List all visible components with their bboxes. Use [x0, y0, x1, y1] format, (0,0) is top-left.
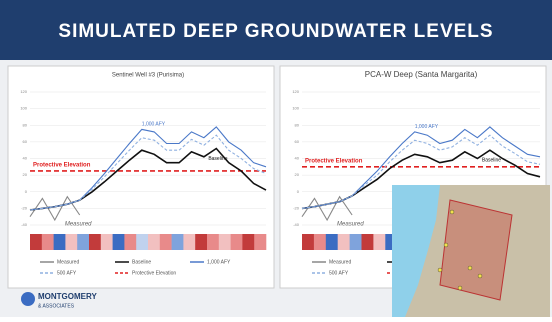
logo-mark [21, 292, 35, 306]
strip-cell [242, 234, 254, 250]
logo-sub: & ASSOCIATES [38, 303, 75, 309]
strip-cell [148, 234, 160, 250]
strip-cell [54, 234, 66, 250]
y-tick-label: 100 [20, 106, 27, 111]
strip-cell [113, 234, 125, 250]
well [478, 274, 482, 278]
well [468, 266, 472, 270]
strip-cell [172, 234, 184, 250]
protective-label: Protective Elevation [305, 158, 363, 164]
basin [440, 200, 512, 300]
y-tick-label: 80 [23, 122, 28, 127]
strip-cell [136, 234, 148, 250]
strip-cell [338, 234, 350, 250]
strip-cell [219, 234, 231, 250]
legend-label: Protective Elevation [132, 270, 176, 276]
y-tick-label: 60 [295, 139, 300, 144]
annotation: Measured [65, 222, 92, 228]
strip-cell [183, 234, 195, 250]
strip-cell [314, 234, 326, 250]
map [392, 185, 550, 317]
strip-cell [30, 234, 42, 250]
slide-title: SIMULATED DEEP GROUNDWATER LEVELS [58, 21, 493, 42]
legend-label: 500 AFY [57, 270, 77, 276]
well [438, 268, 442, 272]
y-tick-label: -20 [293, 205, 300, 210]
strip-cell [207, 234, 219, 250]
legend-label: Measured [329, 259, 351, 265]
y-tick-label: 40 [295, 156, 300, 161]
annotation: 1,000 AFY [142, 122, 166, 128]
well [450, 210, 454, 214]
strip-cell [254, 234, 266, 250]
legend-label: 500 AFY [329, 270, 349, 276]
y-tick-label: 60 [23, 139, 28, 144]
y-tick-label: 120 [20, 89, 27, 94]
well [458, 286, 462, 290]
y-tick-label: 20 [23, 172, 28, 177]
logo-name: MONTGOMERY [38, 292, 97, 301]
legend-label: Measured [57, 259, 79, 265]
protective-label: Protective Elevation [33, 163, 91, 169]
y-tick-label: 100 [292, 106, 299, 111]
strip-cell [326, 234, 338, 250]
y-tick-label: -40 [21, 222, 28, 227]
strip-cell [362, 234, 374, 250]
chart-title: Sentinel Well #3 (Purisima) [112, 73, 184, 79]
y-tick-label: 20 [295, 172, 300, 177]
y-tick-label: 40 [23, 156, 28, 161]
strip-cell [231, 234, 243, 250]
annotation: Measured [337, 222, 364, 228]
y-tick-label: 120 [292, 89, 299, 94]
strip-cell [124, 234, 136, 250]
annotation: Baseline [482, 158, 501, 164]
page: SIMULATED DEEP GROUNDWATER LEVELS MONTGO… [0, 0, 552, 317]
y-tick-label: 80 [295, 122, 300, 127]
strip-cell [373, 234, 385, 250]
legend-label: Baseline [132, 259, 151, 265]
y-tick-label: -40 [293, 222, 300, 227]
panel [8, 66, 274, 288]
annotation: 1,000 AFY [415, 124, 439, 130]
annotation: Baseline [208, 156, 227, 162]
strip-cell [89, 234, 101, 250]
strip-cell [65, 234, 77, 250]
strip-cell [302, 234, 314, 250]
legend-label: 1,000 AFY [207, 259, 231, 265]
strip-cell [42, 234, 54, 250]
strip-cell [160, 234, 172, 250]
strip-cell [77, 234, 89, 250]
slide: SIMULATED DEEP GROUNDWATER LEVELS MONTGO… [0, 0, 552, 317]
well [444, 243, 448, 247]
y-tick-label: -20 [21, 205, 28, 210]
strip-cell [350, 234, 362, 250]
strip-cell [101, 234, 113, 250]
chart-title: PCA-W Deep (Santa Margarita) [365, 70, 478, 79]
strip-cell [195, 234, 207, 250]
